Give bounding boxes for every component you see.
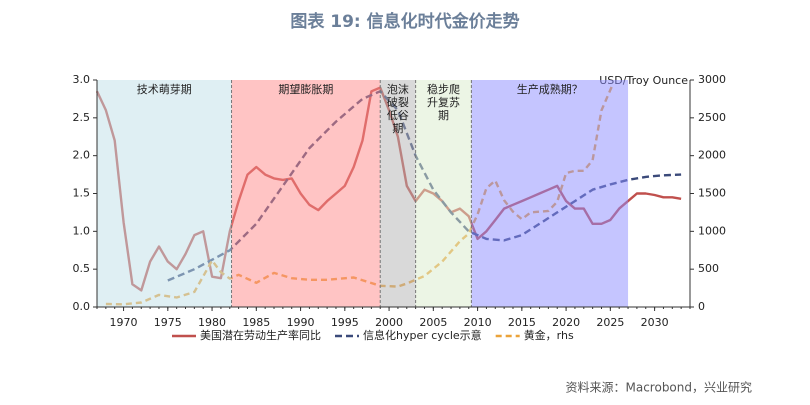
x-tick-label: 2010 (464, 316, 492, 329)
y2-tick-label: 1000 (698, 224, 726, 237)
y-tick-label: 1.0 (73, 224, 91, 237)
y-tick-label: 1.5 (73, 187, 91, 200)
region-label: 技术萌芽期 (136, 83, 192, 96)
shaded-region (471, 80, 629, 307)
region-label: 生产成熟期？ (516, 83, 583, 96)
x-tick-label: 1980 (198, 316, 226, 329)
x-tick-label: 2015 (508, 316, 536, 329)
x-tick-label: 2025 (596, 316, 624, 329)
legend-label: 美国潜在劳动生产率同比 (200, 328, 321, 342)
y2-tick-label: 2000 (698, 149, 726, 162)
legend-label: 信息化hyper cycle示意 (363, 328, 482, 342)
legend: 美国潜在劳动生产率同比 信息化hyper cycle示意 黄金，rhs (172, 328, 574, 342)
y2-tick-label: 500 (698, 262, 719, 275)
x-tick-label: 1975 (154, 316, 182, 329)
chart-title: 图表 19: 信息化时代金价走势 (290, 11, 519, 32)
x-tick-label: 1985 (242, 316, 270, 329)
region-label: 期望膨胀期 (278, 83, 334, 96)
x-tick-label: 2000 (375, 316, 403, 329)
region-label: 泡沫破裂低谷期 (386, 83, 409, 135)
shaded-region (97, 80, 232, 307)
legend-label: 黄金，rhs (524, 328, 574, 342)
x-tick-label: 1990 (287, 316, 315, 329)
y-tick-label: 3.0 (73, 73, 91, 86)
y-tick-label: 0.5 (73, 262, 91, 275)
source-note: 资料来源：Macrobond，兴业研究 (566, 380, 753, 395)
x-tick-label: 2005 (419, 316, 447, 329)
shaded-region (380, 80, 416, 307)
x-tick-label: 1995 (331, 316, 359, 329)
shaded-region (415, 80, 472, 307)
x-tick-label: 2020 (552, 316, 580, 329)
y2-tick-label: 1500 (698, 187, 726, 200)
y-tick-label: 0.0 (73, 300, 91, 313)
y-tick-label: 2.5 (73, 111, 91, 124)
y2-tick-label: 2500 (698, 111, 726, 124)
x-tick-label: 2030 (641, 316, 669, 329)
shaded-region (231, 80, 381, 307)
region-label: 稳步爬升复苏期 (427, 83, 460, 122)
y2-tick-label: 0 (698, 300, 705, 313)
y2-tick-label: 3000 (698, 73, 726, 86)
x-tick-label: 1970 (110, 316, 138, 329)
y-tick-label: 2.0 (73, 149, 91, 162)
